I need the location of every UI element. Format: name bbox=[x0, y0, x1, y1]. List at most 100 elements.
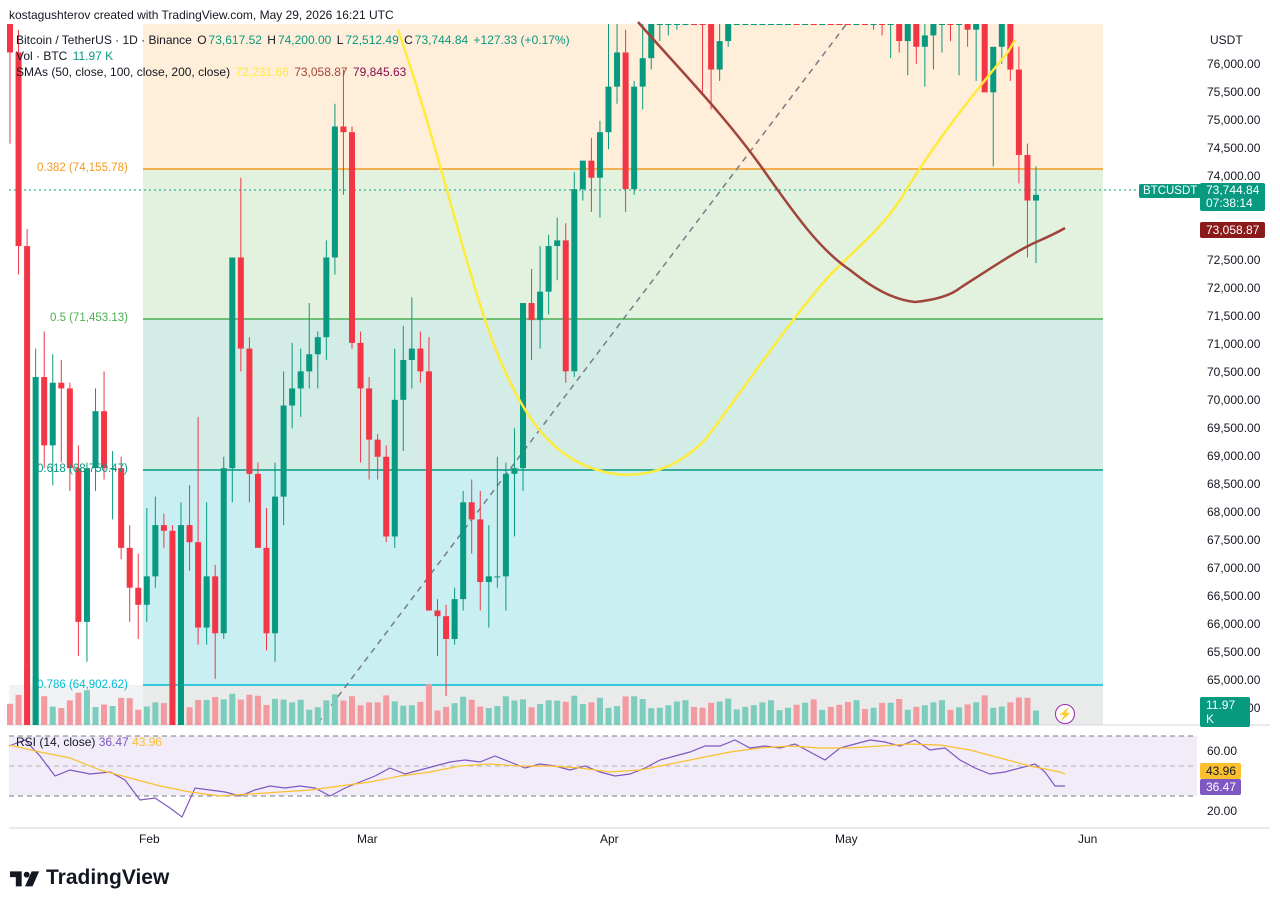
candle-body[interactable] bbox=[220, 468, 227, 634]
candle-body[interactable] bbox=[477, 519, 484, 583]
candle-body[interactable] bbox=[41, 377, 48, 446]
candle-body[interactable] bbox=[998, 24, 1005, 47]
candle-body[interactable] bbox=[656, 24, 663, 25]
candle-body[interactable] bbox=[229, 257, 236, 469]
candle-body[interactable] bbox=[451, 599, 458, 639]
candle-body[interactable] bbox=[819, 24, 826, 25]
candle-body[interactable] bbox=[460, 502, 467, 600]
candle-body[interactable] bbox=[468, 502, 475, 520]
candle-body[interactable] bbox=[622, 52, 629, 190]
candle-body[interactable] bbox=[810, 24, 817, 25]
candle-body[interactable] bbox=[699, 24, 706, 25]
candle-body[interactable] bbox=[58, 382, 65, 389]
candle-body[interactable] bbox=[92, 411, 99, 469]
candle-body[interactable] bbox=[24, 246, 31, 725]
candle-body[interactable] bbox=[520, 303, 526, 469]
candle-body[interactable] bbox=[272, 496, 279, 634]
candle-body[interactable] bbox=[733, 24, 740, 25]
candle-body[interactable] bbox=[366, 388, 373, 440]
candle-body[interactable] bbox=[759, 24, 766, 25]
candle-body[interactable] bbox=[537, 291, 544, 321]
candle-body[interactable] bbox=[793, 24, 800, 25]
volume-label[interactable]: Vol · BTC bbox=[16, 49, 68, 63]
candle-body[interactable] bbox=[742, 24, 749, 25]
candle-body[interactable] bbox=[921, 35, 928, 47]
candle-body[interactable] bbox=[297, 371, 304, 389]
candle-body[interactable] bbox=[545, 246, 552, 292]
candle-body[interactable] bbox=[417, 348, 424, 372]
candle-body[interactable] bbox=[767, 24, 774, 25]
candle-body[interactable] bbox=[178, 525, 184, 725]
candle-body[interactable] bbox=[494, 576, 501, 578]
candle-body[interactable] bbox=[785, 24, 792, 25]
candle-body[interactable] bbox=[836, 24, 843, 25]
candle-body[interactable] bbox=[614, 52, 621, 87]
candle-body[interactable] bbox=[32, 377, 39, 725]
candle-body[interactable] bbox=[306, 354, 313, 372]
candle-body[interactable] bbox=[562, 240, 569, 372]
candle-body[interactable] bbox=[708, 24, 715, 70]
candle-body[interactable] bbox=[571, 189, 578, 372]
candle-body[interactable] bbox=[605, 86, 612, 133]
candle-body[interactable] bbox=[639, 58, 646, 87]
candle-body[interactable] bbox=[374, 439, 381, 457]
candle-body[interactable] bbox=[400, 359, 407, 400]
candle-body[interactable] bbox=[246, 348, 253, 474]
candle-body[interactable] bbox=[126, 547, 133, 588]
candle-body[interactable] bbox=[853, 24, 860, 25]
candle-body[interactable] bbox=[169, 530, 176, 725]
candle-body[interactable] bbox=[212, 576, 219, 634]
candle-body[interactable] bbox=[673, 24, 680, 25]
candle-body[interactable] bbox=[802, 24, 809, 25]
candle-body[interactable] bbox=[1033, 194, 1039, 201]
candle-body[interactable] bbox=[66, 388, 73, 469]
candle-body[interactable] bbox=[109, 468, 116, 470]
candle-body[interactable] bbox=[237, 257, 244, 349]
candle-body[interactable] bbox=[596, 132, 603, 178]
candle-body[interactable] bbox=[554, 240, 561, 247]
candle-body[interactable] bbox=[357, 342, 364, 389]
candle-body[interactable] bbox=[323, 257, 330, 338]
candle-body[interactable] bbox=[964, 24, 971, 30]
candle-body[interactable] bbox=[913, 24, 920, 47]
candle-body[interactable] bbox=[631, 86, 638, 190]
candle-body[interactable] bbox=[750, 24, 757, 25]
candle-body[interactable] bbox=[152, 525, 159, 577]
candle-body[interactable] bbox=[691, 24, 697, 25]
candle-body[interactable] bbox=[827, 24, 834, 25]
candle-body[interactable] bbox=[665, 24, 672, 25]
rsi-label[interactable]: RSI (14, close) bbox=[16, 735, 96, 749]
candle-body[interactable] bbox=[716, 41, 723, 70]
candle-body[interactable] bbox=[254, 473, 261, 548]
candle-body[interactable] bbox=[528, 303, 535, 321]
candle-body[interactable] bbox=[289, 388, 296, 406]
candle-body[interactable] bbox=[870, 24, 877, 25]
candle-body[interactable] bbox=[280, 405, 287, 497]
sma-label[interactable]: SMAs (50, close, 100, close, 200, close) bbox=[16, 65, 231, 79]
candle-body[interactable] bbox=[956, 24, 963, 25]
candle-body[interactable] bbox=[383, 456, 390, 537]
candle-body[interactable] bbox=[947, 24, 954, 25]
candle-body[interactable] bbox=[340, 126, 347, 133]
candle-body[interactable] bbox=[938, 24, 945, 25]
candle-body[interactable] bbox=[511, 468, 518, 474]
candle-body[interactable] bbox=[160, 525, 167, 531]
candle-body[interactable] bbox=[485, 576, 492, 583]
candle-body[interactable] bbox=[443, 616, 450, 639]
candle-body[interactable] bbox=[83, 468, 90, 622]
candle-body[interactable] bbox=[331, 126, 338, 258]
candle-body[interactable] bbox=[408, 348, 415, 360]
candle-body[interactable] bbox=[776, 24, 783, 25]
symbol-label[interactable]: Bitcoin / TetherUS · 1D · Binance bbox=[16, 33, 192, 47]
candle-body[interactable] bbox=[579, 160, 586, 190]
candle-body[interactable] bbox=[973, 24, 980, 30]
candle-body[interactable] bbox=[896, 24, 903, 42]
candle-body[interactable] bbox=[1015, 69, 1022, 155]
candle-body[interactable] bbox=[186, 525, 193, 543]
candle-body[interactable] bbox=[682, 24, 689, 25]
candle-body[interactable] bbox=[118, 468, 125, 548]
candle-body[interactable] bbox=[425, 371, 432, 611]
candle-body[interactable] bbox=[588, 160, 595, 178]
candle-body[interactable] bbox=[349, 132, 355, 343]
